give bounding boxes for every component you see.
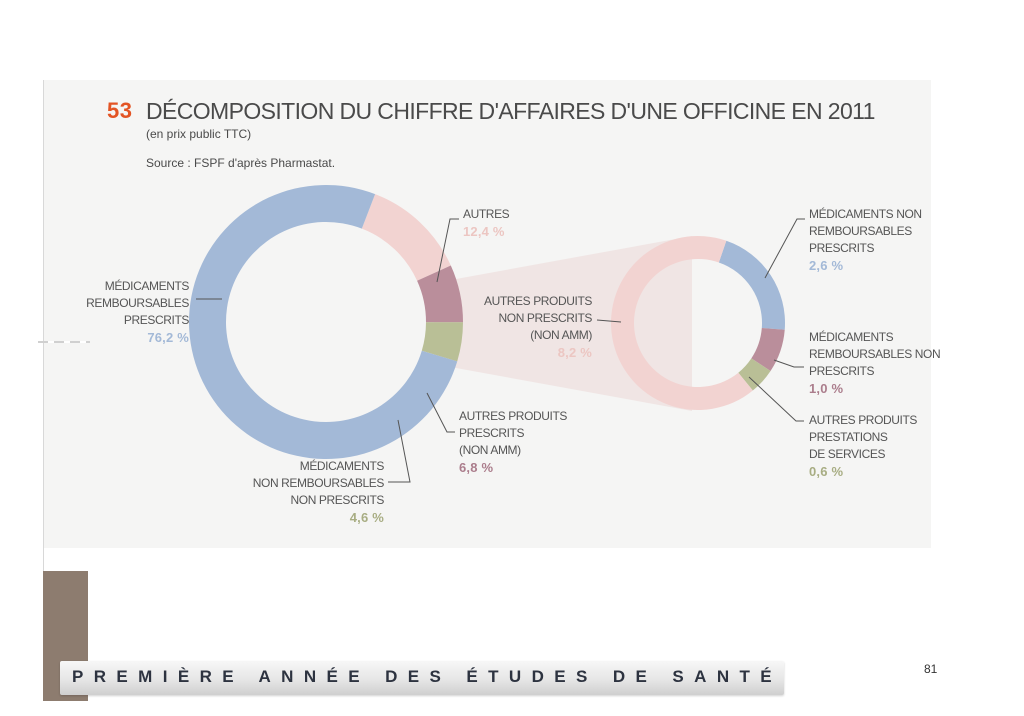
- label-line: AUTRES PRODUITS: [483, 294, 592, 308]
- label-line: PRESCRITS: [123, 313, 189, 327]
- label-line: AUTRES: [463, 207, 510, 221]
- leader-line-autres: [436, 218, 459, 283]
- leader-line-autres-produits-prescrits: [426, 392, 455, 433]
- label-prestations-de-services: AUTRES PRODUITS PRESTATIONS DE SERVICES …: [809, 412, 917, 480]
- label-line: PRESCRITS: [809, 364, 875, 378]
- label-line: MÉDICAMENTS NON: [809, 207, 922, 221]
- figure-title: DÉCOMPOSITION DU CHIFFRE D'AFFAIRES D'UN…: [146, 98, 875, 124]
- value-autres-produits-prescrits: 6,8 %: [459, 460, 494, 475]
- donut-slice-autres-produits-prestations-de-services: [738, 358, 771, 391]
- label-line: MÉDICAMENTS: [299, 459, 385, 473]
- label-autres-produits-prescrits: AUTRES PRODUITS PRESCRITS (NON AMM) 6,8 …: [459, 408, 567, 476]
- label-line: PRESCRITS: [809, 241, 875, 255]
- label-line: MÉDICAMENTS: [104, 279, 190, 293]
- detail-donut: [611, 236, 785, 411]
- label-medicaments-remboursables-prescrits: MÉDICAMENTS REMBOURSABLES PRESCRITS 76,2…: [86, 278, 189, 346]
- footer-banner: [60, 661, 784, 695]
- value-prestations-de-services: 0,6 %: [809, 464, 844, 479]
- value-medicaments-remboursables-non-prescrits: 1,0 %: [809, 381, 844, 396]
- leader-line-medicaments-remboursables-non-prescrits: [773, 359, 804, 368]
- left-border: [43, 80, 44, 690]
- donut-slice-autres: [361, 194, 451, 281]
- value-medicaments-non-remboursables-non-prescrits: 4,6 %: [349, 510, 384, 525]
- label-line: AUTRES PRODUITS: [459, 409, 568, 423]
- label-line: DE SERVICES: [809, 447, 886, 461]
- label-line: REMBOURSABLES: [86, 296, 189, 310]
- value-autres-produits-non-prescrits: 8,2 %: [557, 345, 592, 360]
- label-line: (NON AMM): [459, 443, 521, 457]
- page-divider: [38, 341, 90, 343]
- donut-slice-m-dicaments-non-remboursables-non-prescrits: [421, 322, 463, 362]
- label-line: REMBOURSABLES: [809, 224, 912, 238]
- page-number: 81: [924, 662, 938, 676]
- label-line: (NON AMM): [530, 328, 592, 342]
- footer-banner-text: PREMIÈRE ANNÉE DES ÉTUDES DE SANTÉ: [72, 667, 783, 686]
- value-medicaments-remboursables-prescrits: 76,2 %: [147, 330, 189, 345]
- value-autres: 12,4 %: [463, 224, 505, 239]
- label-medicaments-non-remboursables-non-prescrits: MÉDICAMENTS NON REMBOURSABLES NON PRESCR…: [252, 458, 385, 526]
- leader-lines: [196, 218, 805, 483]
- donut-slice-m-dicaments-remboursables-non-prescrits: [751, 328, 785, 372]
- donut-slice-autres-produits-prescrits-non-amm: [417, 265, 463, 323]
- figure-subtitle: (en prix public TTC): [146, 127, 252, 141]
- label-line: MÉDICAMENTS: [809, 330, 894, 344]
- label-line: NON REMBOURSABLES: [252, 476, 385, 490]
- label-line: NON PRESCRITS: [290, 493, 385, 507]
- leader-line-medicaments-non-remboursables: [388, 419, 411, 483]
- main-donut: [189, 185, 463, 460]
- label-medicaments-remboursables-non-prescrits: MÉDICAMENTS REMBOURSABLES NON PRESCRITS …: [809, 329, 941, 397]
- label-autres: AUTRES 12,4 %: [463, 206, 510, 240]
- label-line: AUTRES PRODUITS: [809, 413, 918, 427]
- donut-slice-m-dicaments-non-remboursables-prescrits: [718, 240, 785, 330]
- leader-line-medicaments-non-remboursables-prescrits: [764, 218, 805, 279]
- leader-line-prestations-services: [748, 376, 804, 422]
- donut-slice-autres-produits-non-prescrits-non-amm: [611, 236, 753, 411]
- label-line: NON PRESCRITS: [498, 311, 593, 325]
- label-medicaments-non-remboursables-prescrits: MÉDICAMENTS NON REMBOURSABLES PRESCRITS …: [809, 206, 922, 274]
- label-line: REMBOURSABLES NON: [809, 347, 941, 361]
- leader-line-autres-produits-non-prescrits: [596, 319, 622, 323]
- figure-number: 53: [107, 98, 133, 123]
- label-autres-produits-non-prescrits: AUTRES PRODUITS NON PRESCRITS (NON AMM) …: [484, 293, 592, 361]
- label-line: PRESTATIONS: [809, 430, 888, 444]
- figure-source: Source : FSPF d'après Pharmastat.: [146, 156, 336, 170]
- value-medicaments-non-remboursables-prescrits: 2,6 %: [809, 258, 844, 273]
- label-line: PRESCRITS: [459, 426, 525, 440]
